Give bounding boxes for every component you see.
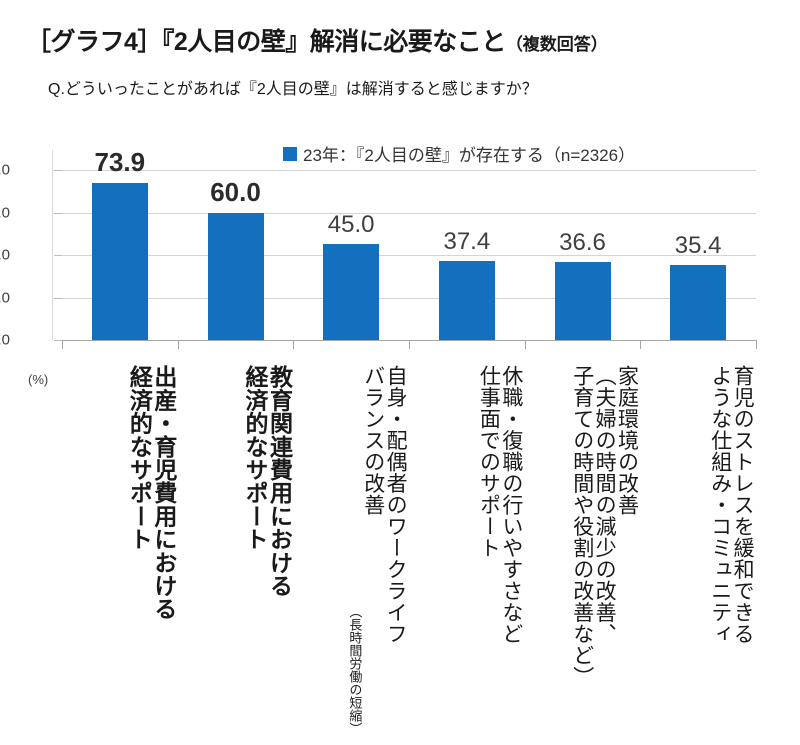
- bar[interactable]: [554, 262, 611, 340]
- category-label: 家庭環境の改善 （夫婦の時間の減少の改善、 子育ての時間や役割の改善など）: [528, 365, 639, 735]
- category-label: 休職・復職の行いやすさなど 仕事面でのサポート: [412, 365, 522, 735]
- bar[interactable]: [438, 260, 495, 340]
- category-label-column: 子育ての時間や役割の改善など）: [570, 365, 594, 688]
- y-axis-tick-label: 0.0: [0, 331, 10, 349]
- gridline: [62, 170, 756, 171]
- gridline: [62, 255, 756, 256]
- gridline: [62, 212, 756, 214]
- category-label: 自身・配偶者のワークライフ バランスの改善 （長時間労働の短縮）: [296, 365, 408, 735]
- category-label: 出産・育児費用における 経済的なサポート: [65, 365, 177, 735]
- plot-area: 0.0 20.0 40.0 60.0 80.0: [0, 150, 757, 349]
- gridline: [62, 297, 756, 299]
- legend-color-swatch: [283, 146, 297, 161]
- bar-value-label: 73.9: [94, 146, 146, 177]
- x-axis-tick: [756, 340, 757, 349]
- y-axis-tick: [54, 297, 62, 299]
- chart-legend: 23年：『2人目の壁』が存在する（n=2326）: [283, 141, 635, 166]
- x-axis-tick: [409, 340, 410, 349]
- y-axis-tick-label: 80.0: [0, 161, 10, 179]
- y-axis-tick: [54, 170, 62, 171]
- category-label-column: 仕事面でのサポート: [477, 365, 501, 559]
- category-label-column: （長時間労働の短縮）: [347, 605, 363, 735]
- page-title: ［グラフ4］『2人目の壁』解消に必要なこと（複数回答）: [26, 22, 800, 58]
- chart-canvas: 0.0 20.0 40.0 60.0 80.0 73.9 60.0 45.0 37.4 36.6…: [0, 146, 800, 745]
- category-label-column: 自身・配偶者のワークライフ: [384, 365, 408, 645]
- page-title-suffix: （複数回答）: [505, 35, 608, 54]
- category-label-column: 休職・復職の行いやすさなど: [499, 365, 523, 645]
- category-label-column: 経済的なサポート: [126, 365, 153, 551]
- y-axis-tick: [54, 255, 62, 256]
- y-axis-tick: [54, 340, 62, 341]
- axis-unit-label: (%): [28, 372, 49, 387]
- bar-value-label: 45.0: [327, 211, 375, 239]
- bar-value-label: 60.0: [210, 176, 261, 207]
- bar[interactable]: [323, 244, 380, 340]
- category-label-column: 育児のストレスを緩和できる: [731, 365, 755, 645]
- bar[interactable]: [207, 212, 264, 340]
- bar[interactable]: [670, 264, 727, 340]
- page-title-main: ［グラフ4］『2人目の壁』解消に必要なこと: [26, 28, 506, 56]
- y-axis-tick-label: 20.0: [0, 289, 10, 306]
- bar-value-label: 35.4: [674, 231, 722, 259]
- x-axis-tick: [62, 340, 63, 349]
- question-text: Q.どういったことがあれば『2人目の壁』は解消すると感じますか？: [48, 81, 538, 98]
- category-label-column: ような仕組み・コミュニティ: [708, 365, 732, 645]
- x-axis-tick: [177, 340, 179, 349]
- category-label: 育児のストレスを緩和できる ような仕組み・コミュニティ: [643, 365, 755, 735]
- category-label-column: バランスの改善: [361, 365, 385, 516]
- category-label-column: 経済的なサポート: [242, 365, 269, 551]
- y-axis-line: [52, 150, 53, 340]
- x-axis-tick: [524, 340, 526, 349]
- y-axis-tick-label: 40.0: [0, 246, 10, 264]
- bar-value-label: 36.6: [559, 229, 606, 257]
- category-label-column: 出産・育児費用における: [150, 365, 177, 621]
- y-axis-tick: [54, 212, 62, 214]
- category-label-column: （夫婦の時間の減少の改善、: [593, 365, 617, 645]
- y-axis-tick-label: 60.0: [0, 204, 10, 221]
- bar[interactable]: [91, 182, 148, 340]
- category-label-column: 家庭環境の改善: [615, 365, 639, 516]
- legend-label: 23年：『2人目の壁』が存在する（n=2326）: [303, 146, 636, 165]
- chart-header: ［グラフ4］『2人目の壁』解消に必要なこと（複数回答） Q.どういったことがあれ…: [0, 0, 800, 99]
- bar-value-label: 37.4: [443, 227, 491, 255]
- category-label: 教育関連費用における 経済的なサポート: [181, 365, 293, 735]
- category-label-column: 教育関連費用における: [266, 365, 293, 597]
- x-axis-tick: [293, 340, 295, 349]
- x-axis-tick: [640, 340, 642, 349]
